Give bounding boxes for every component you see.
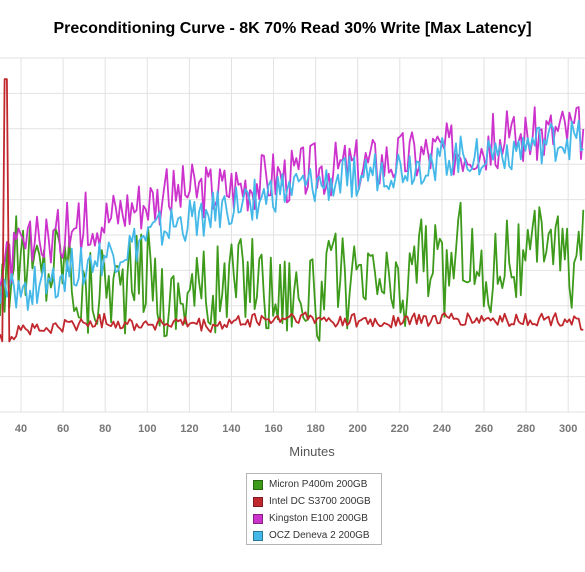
- x-tick-label: 40: [15, 423, 27, 435]
- series-line-2: [0, 106, 585, 287]
- x-tick-label: 120: [180, 423, 198, 435]
- x-tick-label: 240: [433, 423, 451, 435]
- x-tick-label: 220: [391, 423, 409, 435]
- x-axis-label: Minutes: [289, 444, 335, 459]
- series-line-3: [0, 119, 584, 311]
- series-lines: [0, 78, 585, 343]
- x-tick-label: 100: [138, 423, 156, 435]
- x-tick-label: 300: [559, 423, 577, 435]
- series-line-0: [0, 201, 585, 342]
- x-tick-label: 260: [475, 423, 493, 435]
- legend-swatch: [253, 530, 263, 541]
- x-tick-label: 80: [99, 423, 111, 435]
- x-tick-label: 140: [222, 423, 240, 435]
- legend-label: Intel DC S3700 200GB: [269, 496, 371, 507]
- legend-label: Micron P400m 200GB: [269, 479, 368, 490]
- x-tick-label: 280: [517, 423, 535, 435]
- legend-item: Intel DC S3700 200GB: [247, 493, 381, 510]
- legend-swatch: [253, 513, 263, 524]
- x-tick-label: 180: [306, 423, 324, 435]
- chart-title: Preconditioning Curve - 8K 70% Read 30% …: [53, 20, 532, 37]
- legend-label: OCZ Deneva 2 200GB: [269, 530, 370, 541]
- legend-label: Kingston E100 200GB: [269, 513, 368, 524]
- legend-item: Kingston E100 200GB: [247, 510, 381, 527]
- x-tick-label: 200: [349, 423, 367, 435]
- legend-swatch: [253, 496, 263, 507]
- grid: [0, 57, 585, 413]
- x-axis-ticks: 40 60 80 100 120 140 160 180 200 220 240 260 280 300: [15, 423, 577, 435]
- legend-item: Micron P400m 200GB: [247, 476, 381, 493]
- legend-item: OCZ Deneva 2 200GB: [247, 527, 381, 544]
- legend: Micron P400m 200GB Intel DC S3700 200GB Ki…: [246, 473, 382, 545]
- x-tick-label: 160: [264, 423, 282, 435]
- x-tick-label: 60: [57, 423, 69, 435]
- legend-swatch: [253, 479, 263, 490]
- series-line-1: [0, 78, 584, 343]
